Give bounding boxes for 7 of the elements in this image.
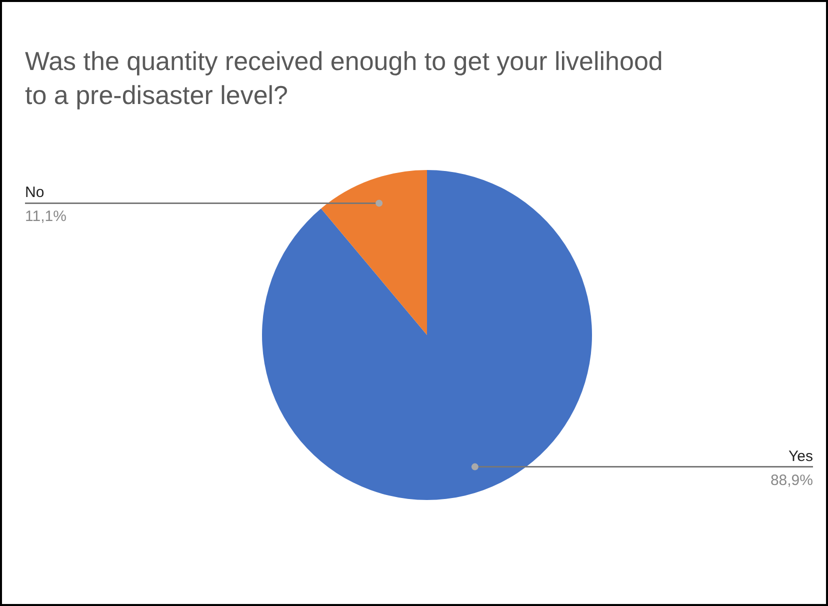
pie-slice <box>321 170 427 335</box>
slice-label: Yes <box>788 448 813 465</box>
pie-slice <box>262 170 592 500</box>
slice-label: No <box>25 184 44 202</box>
chart-title: Was the quantity received enough to get your livelihood to a pre-disaster level? <box>25 46 663 110</box>
data-label: 88,9% <box>770 472 813 489</box>
data-label: 11,1% <box>25 208 66 226</box>
